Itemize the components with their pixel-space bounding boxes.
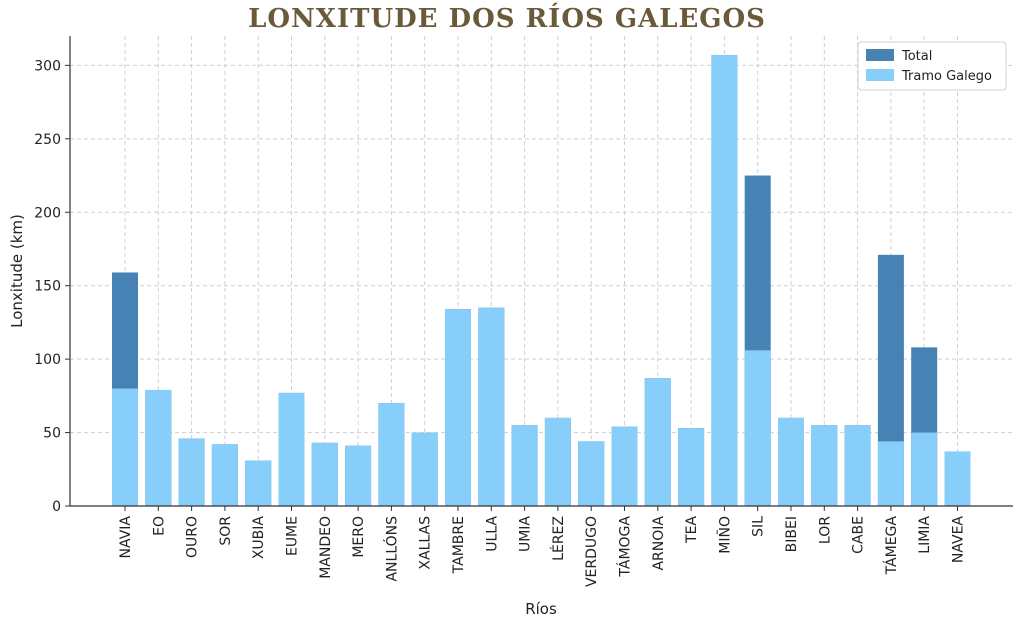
bar-tramo-galego <box>478 307 505 506</box>
bar-tramo-galego <box>445 309 471 506</box>
x-axis-ticks: NAVIA EO OURO SOR XUBIA EUME MANDEO MERO ANLLÓNS… <box>118 506 967 587</box>
bar-tramo-galego <box>911 432 938 506</box>
x-tick-label: VERDUGO <box>584 516 600 587</box>
x-tick-label: MANDEO <box>318 516 334 579</box>
y-tick-label: 50 <box>43 426 61 442</box>
bar-tramo-galego <box>178 438 205 506</box>
x-tick-label: LOR <box>817 516 833 544</box>
bar-tramo-galego <box>578 441 605 506</box>
x-tick-label: TEA <box>684 516 700 544</box>
legend: Total Tramo Galego <box>857 41 1007 91</box>
bar-tramo-galego <box>811 425 838 506</box>
bar-tramo-galego <box>145 389 172 506</box>
x-tick-label: ANLLÓNS <box>382 516 400 582</box>
legend-swatch <box>866 69 894 81</box>
legend-label: Total <box>901 49 932 64</box>
x-tick-label: TAMBRE <box>451 516 467 574</box>
bar-tramo-galego <box>844 425 871 506</box>
x-tick-label: NAVEA <box>951 516 967 564</box>
y-tick-label: 250 <box>34 132 61 148</box>
series-tramo-galego-bars <box>112 55 971 506</box>
bar-tramo-galego <box>411 432 438 506</box>
chart-title: LONXITUDE DOS RÍOS GALEGOS <box>248 2 766 34</box>
bar-tramo-galego <box>511 425 538 506</box>
x-tick-label: SIL <box>751 516 767 537</box>
x-tick-label: OURO <box>185 516 201 558</box>
x-tick-label: CABE <box>851 516 867 554</box>
y-tick-label: 100 <box>34 352 61 368</box>
x-tick-label: LÉREZ <box>550 516 567 561</box>
bar-tramo-galego <box>944 451 971 506</box>
bar-tramo-galego <box>345 445 372 506</box>
bar-tramo-galego <box>378 403 405 506</box>
x-tick-label: NAVIA <box>118 516 134 559</box>
bar-tramo-galego <box>678 428 705 506</box>
bar-tramo-galego <box>877 441 904 506</box>
bar-tramo-galego <box>311 442 338 506</box>
x-tick-label: ARNOIA <box>651 516 667 571</box>
x-axis-label: Ríos <box>525 600 557 618</box>
bar-tramo-galego <box>778 417 804 506</box>
x-tick-label: BIBEI <box>784 516 800 552</box>
x-tick-label: TÁMOGA <box>617 516 634 578</box>
x-tick-label: MIÑO <box>716 516 733 554</box>
y-tick-label: 0 <box>52 499 61 515</box>
x-tick-label: TÁMEGA <box>883 516 900 576</box>
x-tick-label: SOR <box>218 516 234 546</box>
axes <box>69 36 1013 507</box>
series-total-bars <box>112 55 971 506</box>
y-axis-label: Lonxitude (km) <box>8 214 26 328</box>
x-tick-label: EUME <box>285 516 301 556</box>
x-tick-label: LIMIA <box>917 516 933 554</box>
y-axis-ticks: 0 50 100 150 200 250 300 <box>34 58 70 515</box>
bar-tramo-galego <box>112 388 138 506</box>
bar-tramo-galego <box>611 426 638 506</box>
x-tick-label: MERO <box>351 516 367 558</box>
bar-tramo-galego <box>278 392 305 506</box>
x-tick-label: XUBIA <box>251 516 267 560</box>
x-tick-label: UMIA <box>518 516 534 552</box>
legend-label: Tramo Galego <box>901 69 992 84</box>
y-tick-label: 300 <box>34 58 61 74</box>
bar-tramo-galego <box>744 350 771 506</box>
bar-tramo-galego <box>711 55 738 506</box>
bar-tramo-galego <box>211 444 238 506</box>
bar-tramo-galego <box>245 460 272 506</box>
bar-tramo-galego <box>644 378 671 506</box>
legend-box <box>857 41 1007 91</box>
x-tick-label: XALLAS <box>418 516 434 570</box>
bar-tramo-galego <box>544 417 571 506</box>
x-tick-label: ULLA <box>484 516 500 552</box>
y-tick-label: 200 <box>34 205 61 221</box>
x-tick-label: EO <box>151 516 167 536</box>
grid <box>70 36 1013 507</box>
y-tick-label: 150 <box>34 279 61 295</box>
legend-swatch <box>866 49 894 61</box>
